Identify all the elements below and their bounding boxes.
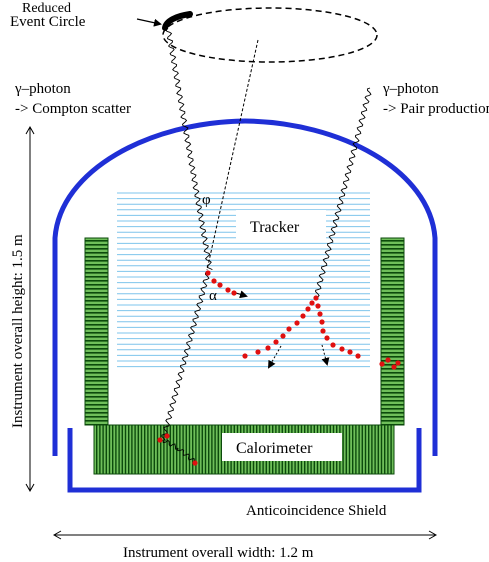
- tracker-label-box: [236, 210, 326, 242]
- left-photon-process-label: -> Compton scatter: [15, 101, 131, 117]
- hit-dot: [294, 320, 300, 326]
- height-arrow-top: [25, 125, 35, 135]
- width-arrow-left: [52, 530, 62, 540]
- width-label: Instrument overall width: 1.2 m: [123, 545, 314, 561]
- particle-hits: [157, 270, 401, 466]
- hit-dot: [385, 357, 391, 363]
- hit-dot: [300, 313, 306, 319]
- phi-label: φ: [202, 192, 211, 208]
- hit-dot: [305, 306, 311, 312]
- hit-dot: [211, 278, 217, 284]
- hit-dot: [347, 349, 353, 355]
- hit-dot: [231, 290, 237, 296]
- right-photon-label: γ–photon: [382, 81, 439, 97]
- hit-dot: [315, 303, 321, 309]
- height-arrow-bottom: [25, 483, 35, 493]
- scattered-photon-track: [161, 271, 210, 441]
- hit-dot: [355, 353, 361, 359]
- electron-right-arrow: [321, 344, 330, 366]
- reconstructed-direction-line: [206, 39, 259, 271]
- hit-dot: [225, 287, 231, 293]
- tracker-layers: [117, 192, 370, 368]
- hit-dot: [265, 345, 271, 351]
- hit-dot: [242, 353, 248, 359]
- hit-dot: [192, 460, 198, 466]
- hit-dot: [339, 346, 345, 352]
- left-side-calorimeter: [84, 237, 109, 426]
- positron-left-arrow: [268, 345, 282, 369]
- hit-dot: [391, 364, 397, 370]
- reduced-event-circle: [162, 7, 378, 63]
- hit-dot: [217, 282, 223, 288]
- calorimeter-photon-track: [162, 439, 196, 465]
- hit-dot: [324, 335, 330, 341]
- event-circle-label: Event Circle: [10, 14, 86, 30]
- hit-dot: [280, 333, 286, 339]
- anticoincidence-shield-dome: [52, 118, 438, 456]
- hit-dot: [395, 360, 401, 366]
- right-photon-process-label: -> Pair production: [383, 101, 489, 117]
- hit-dot: [255, 349, 261, 355]
- compton-electron-arrow: [235, 290, 248, 299]
- hit-dot: [164, 433, 170, 439]
- anticoincidence-shield-base: [67, 428, 422, 493]
- hit-dot: [273, 339, 279, 345]
- event-circle-pointer-arrow: [136, 18, 162, 27]
- tracker-label: Tracker: [250, 219, 300, 236]
- hit-dot: [330, 342, 336, 348]
- hit-dot: [286, 326, 292, 332]
- hit-dot: [379, 361, 385, 367]
- calorimeter-label-box: [222, 433, 342, 461]
- hit-dot: [313, 295, 319, 301]
- hit-dot: [319, 319, 325, 325]
- hit-dot: [320, 328, 326, 334]
- right-side-calorimeter: [380, 237, 405, 426]
- height-label: Instrument overall height: 1.5 m: [10, 234, 26, 428]
- hit-dot: [317, 311, 323, 317]
- reduced-label: Reduced: [22, 1, 71, 16]
- compton-photon-track: [165, 27, 213, 271]
- hit-dot: [157, 437, 163, 443]
- hit-dot: [309, 300, 315, 306]
- width-arrow-right: [428, 530, 438, 540]
- event-circle-arc: [162, 11, 193, 31]
- pair-photon-track: [314, 87, 372, 299]
- calorimeter-label: Calorimeter: [236, 440, 313, 457]
- left-photon-label: γ–photon: [14, 81, 71, 97]
- shield-label: Anticoincidence Shield: [246, 503, 387, 519]
- alpha-label: α: [209, 288, 217, 304]
- hit-dot: [205, 270, 211, 276]
